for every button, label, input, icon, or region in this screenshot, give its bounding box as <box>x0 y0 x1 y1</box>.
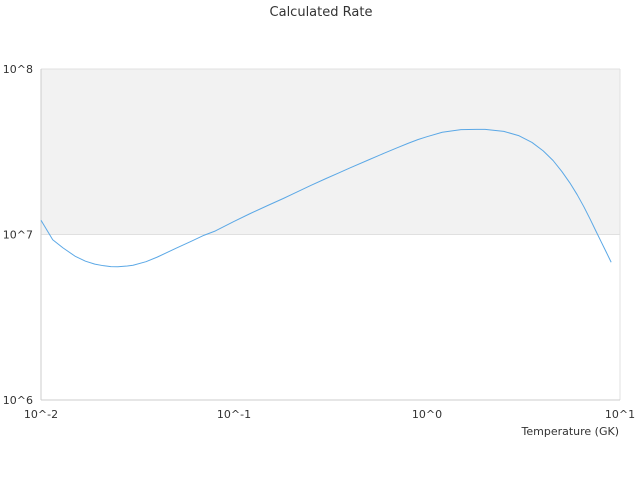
plot-band <box>41 69 620 235</box>
x-tick-label: 10^1 <box>605 408 635 421</box>
x-tick-label: 10^-1 <box>217 408 251 421</box>
plot-area: 10^6 10^7 10^8 10^-2 10^-1 10^0 10^1 <box>3 63 635 421</box>
y-tick-label: 10^6 <box>3 394 33 407</box>
y-tick-label: 10^7 <box>3 229 33 242</box>
y-tick-label: 10^8 <box>3 63 33 76</box>
x-tick-label: 10^-2 <box>24 408 58 421</box>
x-tick-label: 10^0 <box>412 408 442 421</box>
rate-series-line <box>40 128 612 268</box>
x-axis-title: Temperature (GK) <box>521 425 620 438</box>
chart-title: Calculated Rate <box>270 5 373 20</box>
